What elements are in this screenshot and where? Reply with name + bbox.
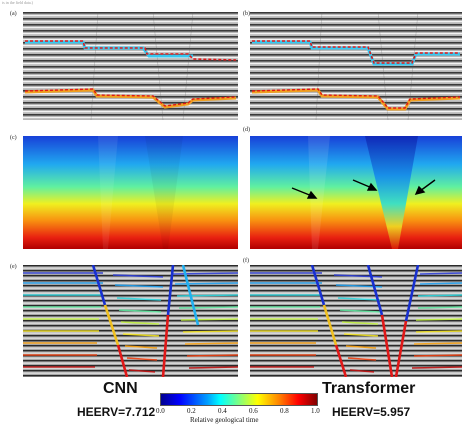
colorbar-tick: 0.2 bbox=[187, 407, 196, 415]
panel-label-a: (a) bbox=[10, 11, 17, 17]
colorbar-tick: 1.0 bbox=[311, 407, 320, 415]
right-metric-value: HEERV=5.957 bbox=[332, 405, 411, 419]
horizon-overlay-panel-f bbox=[250, 265, 462, 377]
panel-label-c: (c) bbox=[10, 135, 17, 141]
panel-label-b: (b) bbox=[243, 11, 250, 17]
colorbar-tick: 0.0 bbox=[156, 407, 165, 415]
left-model-label: CNN bbox=[103, 380, 138, 397]
rgt-panel-d bbox=[250, 136, 462, 249]
left-metric-value: HEERV=7.712 bbox=[77, 405, 156, 419]
right-model-label: Transformer bbox=[322, 380, 416, 397]
seismic-panel-a bbox=[23, 12, 238, 120]
panel-label-e: (e) bbox=[10, 264, 17, 270]
colorbar-tick: 0.4 bbox=[218, 407, 227, 415]
colorbar bbox=[160, 393, 318, 406]
colorbar-tick: 0.6 bbox=[249, 407, 258, 415]
rgt-panel-c bbox=[23, 136, 238, 249]
colorbar-tick: 0.8 bbox=[280, 407, 289, 415]
horizon-overlay-panel-e bbox=[23, 265, 238, 377]
panel-label-f: (f) bbox=[243, 258, 249, 264]
colorbar-title: Relative geological time bbox=[190, 416, 259, 424]
figure-caption-fragment: ts in the field data.) bbox=[2, 0, 33, 5]
seismic-panel-b bbox=[250, 12, 462, 120]
colorbar-ticks: 0.0 0.2 0.4 0.6 0.8 1.0 bbox=[156, 407, 320, 416]
panel-label-d: (d) bbox=[243, 127, 250, 133]
